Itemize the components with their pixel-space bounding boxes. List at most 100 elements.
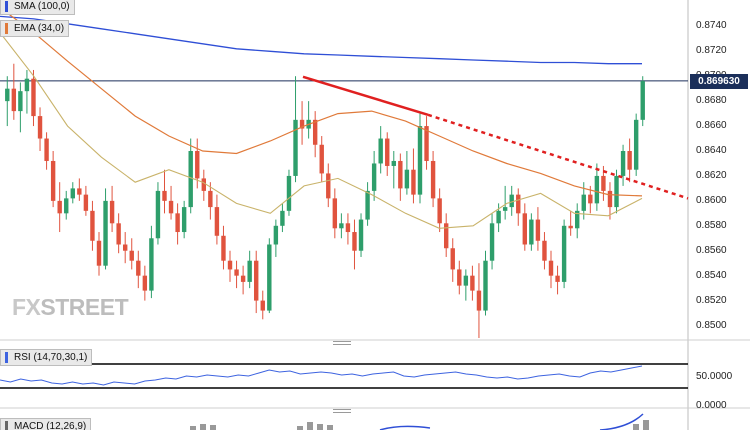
price-tick-label: 0.8580 xyxy=(696,219,727,231)
candle-body xyxy=(424,126,429,161)
price-tick-label: 0.8680 xyxy=(696,95,727,107)
candle-body xyxy=(430,160,436,199)
candle-body xyxy=(450,248,455,270)
ema-swatch xyxy=(5,23,8,34)
candle-body xyxy=(64,198,69,214)
candle-body xyxy=(358,219,364,251)
candle-body xyxy=(633,119,639,170)
candle-body xyxy=(77,188,82,195)
candle-body xyxy=(188,151,193,208)
trendline-solid xyxy=(302,75,429,117)
candle-body xyxy=(535,219,541,241)
sma-legend[interactable]: SMA (100,0) xyxy=(0,0,75,15)
candle-body xyxy=(267,244,272,311)
candle-body xyxy=(496,210,501,224)
candle-body xyxy=(575,210,580,229)
candle-body xyxy=(529,219,534,245)
current-price-badge: 0.869630 xyxy=(690,73,748,89)
rsi-swatch xyxy=(5,352,8,363)
macd-histogram-bar xyxy=(210,425,216,430)
candle-body xyxy=(640,81,645,120)
candle-body xyxy=(109,200,115,224)
price-tick-label: 0.8740 xyxy=(696,20,727,32)
candle-body xyxy=(548,260,554,276)
price-tick-label: 0.8600 xyxy=(696,194,727,206)
rsi-panel-resize-handle[interactable] xyxy=(333,341,351,345)
candle-body xyxy=(470,275,475,291)
candle-body xyxy=(489,223,495,261)
rsi-legend[interactable]: RSI (14,70,30,1) xyxy=(0,349,93,366)
candle-body xyxy=(221,235,226,261)
price-tick-label: 0.8660 xyxy=(696,120,727,132)
candle-body xyxy=(398,160,403,189)
candle-body xyxy=(5,88,10,102)
sma-swatch xyxy=(5,1,8,12)
candle-body xyxy=(260,300,265,311)
candle-body xyxy=(280,210,285,226)
candle-body xyxy=(214,207,220,236)
price-tick-label: 0.8500 xyxy=(696,319,727,331)
candle-body xyxy=(240,275,246,282)
candle-body xyxy=(70,188,75,199)
macd-histogram-bar xyxy=(307,422,313,430)
candle-body xyxy=(122,244,128,251)
candle-body xyxy=(371,163,377,191)
candle-body xyxy=(286,175,292,211)
sma-label: SMA (100,0) xyxy=(14,1,70,12)
candle-body xyxy=(326,173,331,199)
candle-body xyxy=(516,194,521,214)
candle-body xyxy=(542,240,547,261)
candle-body xyxy=(168,200,174,214)
candle-body xyxy=(37,116,43,139)
candle-body xyxy=(149,238,154,291)
short-ma-line xyxy=(0,32,643,229)
candle-body xyxy=(50,160,56,201)
candle-body xyxy=(162,190,167,201)
ema-label: EMA (34,0) xyxy=(14,23,65,34)
candle-body xyxy=(594,175,600,204)
macd-histogram-bar xyxy=(190,426,196,430)
ema-legend[interactable]: EMA (34,0) xyxy=(0,20,70,37)
candle-body xyxy=(391,160,396,166)
candle-body xyxy=(352,232,357,251)
candle-body xyxy=(568,225,573,229)
candle-body xyxy=(83,194,89,211)
candle-body xyxy=(195,151,200,179)
macd-histogram-bar xyxy=(633,424,639,430)
fxstreet-watermark: FXSTREET xyxy=(12,294,129,321)
candle-body xyxy=(254,260,259,301)
candle-body xyxy=(483,260,488,311)
price-tick-label: 0.8720 xyxy=(696,45,727,57)
candle-body xyxy=(103,200,108,266)
candle-body xyxy=(96,240,102,266)
candle-body xyxy=(201,178,207,191)
macd-panel-resize-handle[interactable] xyxy=(333,409,351,413)
candle-body xyxy=(555,275,560,282)
candle-body xyxy=(18,91,23,112)
candle-body xyxy=(404,169,410,189)
candle-body xyxy=(247,260,252,282)
price-tick-label: 0.8560 xyxy=(696,244,727,256)
macd-histogram-bar xyxy=(297,426,303,430)
candle-body xyxy=(155,190,161,239)
candle-body xyxy=(116,223,121,245)
candle-body xyxy=(24,78,30,92)
candle-body xyxy=(345,223,351,233)
candle-body xyxy=(332,198,338,229)
candle-body xyxy=(417,126,423,195)
sma-100-line xyxy=(0,15,642,65)
candle-body xyxy=(31,78,36,117)
candle-body xyxy=(312,119,318,145)
price-tick-label: 0.8540 xyxy=(696,269,727,281)
macd-legend[interactable]: MACD (12,26,9) xyxy=(0,418,92,430)
candle-body xyxy=(293,119,298,176)
price-tick-label: 0.8520 xyxy=(696,294,727,306)
candle-body xyxy=(234,269,239,276)
candle-body xyxy=(142,275,148,291)
macd-label: MACD (12,26,9) xyxy=(14,421,87,430)
candle-body xyxy=(339,223,344,229)
candle-body xyxy=(208,190,213,208)
candle-body xyxy=(614,175,619,208)
